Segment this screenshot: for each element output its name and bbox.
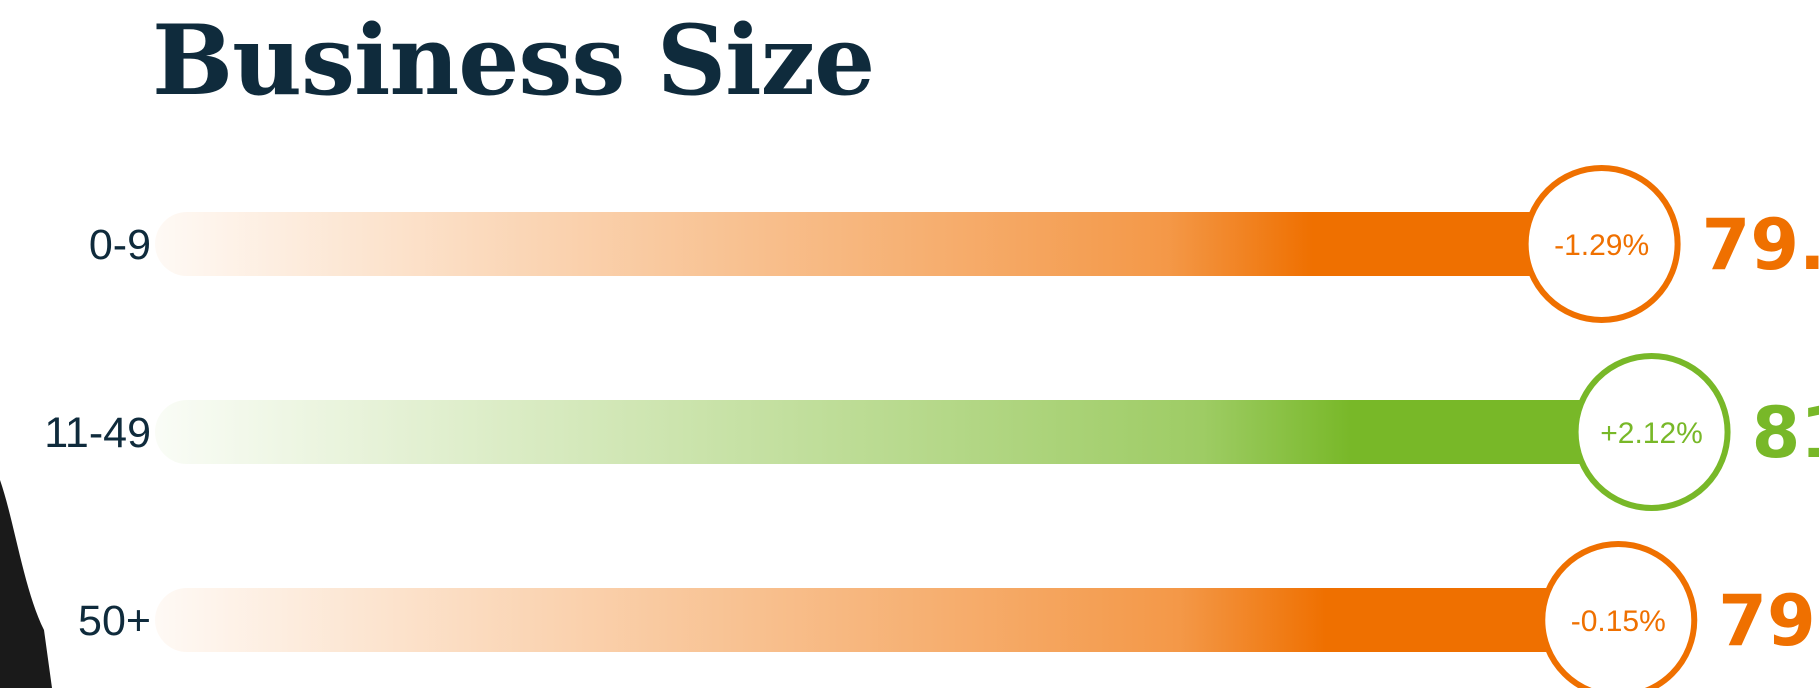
category-label: 11-49	[44, 409, 151, 457]
change-label: -0.15%	[1571, 605, 1666, 638]
value-label: 79.05	[1702, 204, 1819, 286]
change-ring	[1539, 541, 1698, 688]
change-label: -1.29%	[1554, 229, 1649, 262]
category-label: 50+	[78, 597, 151, 645]
category-label: 0-9	[89, 221, 151, 269]
chart-title: Business Size	[152, 4, 875, 117]
bar	[155, 588, 1619, 652]
change-ring	[1522, 165, 1681, 323]
value-label: 79.96	[1718, 580, 1819, 662]
value-label: 81.78	[1752, 392, 1819, 474]
change-ring	[1572, 353, 1731, 511]
photo-edge-decoration	[0, 480, 52, 688]
change-label: +2.12%	[1600, 417, 1703, 450]
bar	[155, 212, 1602, 276]
bar	[155, 400, 1652, 464]
bars-layer: 0-9 -1.29% 79.05 11-49 +2.12% 81.78 50+ -0.15% 7…	[44, 165, 1819, 688]
